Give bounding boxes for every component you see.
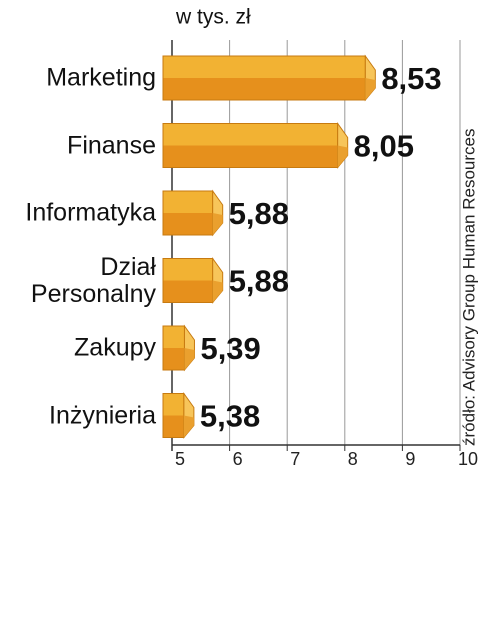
- bar-side-shade: [183, 415, 194, 438]
- x-tick-label: 5: [175, 449, 185, 469]
- y-tick-label: Informatyka: [25, 198, 156, 227]
- bar-shade: [163, 78, 365, 100]
- value-label: 5,38: [200, 399, 260, 434]
- y-tick-label: Finanse: [67, 131, 156, 159]
- x-tick-label: 9: [405, 449, 415, 469]
- y-tick-label: Inżynieria: [49, 401, 156, 429]
- bar-side-shade: [212, 280, 223, 303]
- y-tick-label: Marketing: [46, 63, 156, 92]
- x-tick-label: 7: [290, 449, 300, 469]
- value-label: 8,53: [381, 61, 441, 96]
- bar-shade: [163, 280, 213, 302]
- x-tick-label: 8: [348, 449, 358, 469]
- source: źródło: Advisory Group Human Resources: [459, 129, 478, 446]
- x-tick-label: 6: [233, 449, 243, 469]
- bar-shade: [163, 145, 338, 167]
- bar-shade: [163, 415, 184, 437]
- bar-shade: [163, 348, 184, 370]
- y-tick-label: Dział Personalny: [30, 252, 156, 308]
- value-label: 5,88: [229, 196, 289, 231]
- bar-shade: [163, 213, 213, 235]
- chart-title: w tys. zł: [175, 6, 251, 29]
- bar-side-shade: [212, 213, 223, 235]
- value-label: 5,39: [200, 331, 260, 366]
- value-label: 5,88: [229, 264, 289, 299]
- bar-side-shade: [365, 78, 376, 100]
- y-tick-label: Zakupy: [74, 333, 156, 362]
- value-label: 8,05: [354, 129, 414, 164]
- x-tick-label: 10: [458, 449, 478, 469]
- bar-side-shade: [184, 348, 195, 370]
- bar-side-shade: [337, 145, 348, 168]
